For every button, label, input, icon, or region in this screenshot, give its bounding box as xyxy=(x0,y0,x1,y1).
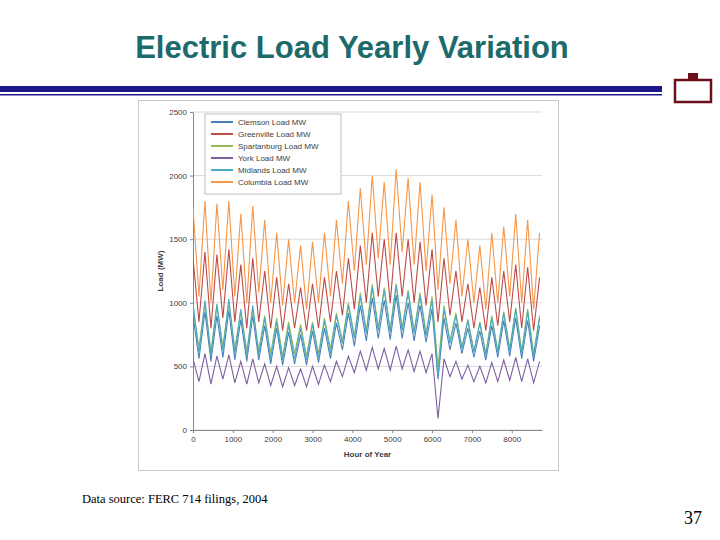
y-tick: 1000 xyxy=(169,299,193,308)
legend-swatch xyxy=(211,181,233,183)
x-tick: 1000 xyxy=(224,430,242,444)
y-tick-mark xyxy=(190,112,193,113)
logo xyxy=(675,73,711,102)
x-tick: 4000 xyxy=(344,430,362,444)
grid-line xyxy=(193,112,542,113)
x-tick: 5000 xyxy=(384,430,402,444)
legend-label: Midlands Load MW xyxy=(238,166,307,175)
logo-top xyxy=(688,73,698,80)
series-line xyxy=(193,285,540,377)
grid xyxy=(193,112,542,430)
x-tick-mark xyxy=(512,430,513,433)
x-tick: 3000 xyxy=(304,430,322,444)
legend-label: Spartanburg Load MW xyxy=(238,142,319,151)
y-tick-label: 1000 xyxy=(169,299,187,308)
x-axis: 0 1000 2000 3000 4000 5000 6000 7000 8000 xyxy=(191,430,542,444)
x-tick-label: 8000 xyxy=(503,435,521,444)
series-line xyxy=(193,284,540,367)
x-axis-line xyxy=(194,430,543,431)
legend-swatch xyxy=(211,169,233,171)
title: Electric Load Yearly Variation xyxy=(135,30,569,65)
legend-box xyxy=(205,114,341,194)
x-tick-mark xyxy=(472,430,473,433)
y-tick-mark xyxy=(190,176,193,177)
legend-label: Columbia Load MW xyxy=(238,178,309,187)
x-tick-mark xyxy=(392,430,393,433)
y-tick-label: 500 xyxy=(174,362,188,371)
y-tick: 500 xyxy=(174,362,193,371)
x-tick-label: 5000 xyxy=(384,435,402,444)
x-tick-label: 3000 xyxy=(304,435,322,444)
y-tick-label: 1500 xyxy=(169,235,187,244)
x-axis-title: Hour of Year xyxy=(344,450,391,459)
legend-swatch xyxy=(211,145,233,147)
x-tick: 6000 xyxy=(424,430,442,444)
y-tick-mark xyxy=(190,366,193,367)
header-rule-thin xyxy=(0,94,662,96)
x-tick: 2000 xyxy=(264,430,282,444)
page-number: 37 xyxy=(684,508,702,528)
x-tick-mark xyxy=(233,430,234,433)
plot-area xyxy=(193,169,540,418)
y-tick-label: 2000 xyxy=(169,172,187,181)
x-tick-mark xyxy=(273,430,274,433)
x-tick-label: 4000 xyxy=(344,435,362,444)
x-tick: 0 xyxy=(191,430,196,444)
x-tick-label: 2000 xyxy=(264,435,282,444)
y-tick: 2500 xyxy=(169,108,193,117)
x-tick-label: 6000 xyxy=(424,435,442,444)
legend-swatch xyxy=(211,121,233,123)
y-tick-label: 2500 xyxy=(169,108,187,117)
y-tick: 0 xyxy=(183,426,193,435)
legend-label: Greenville Load MW xyxy=(238,130,311,139)
source-note: Data source: FERC 714 filings, 2004 xyxy=(82,492,268,506)
legend-label: York Load MW xyxy=(238,154,291,163)
x-tick-label: 0 xyxy=(191,435,196,444)
grid-line xyxy=(193,302,542,303)
chart-frame xyxy=(139,101,559,471)
header-rule xyxy=(0,86,662,92)
x-tick-label: 7000 xyxy=(463,435,481,444)
y-tick-mark xyxy=(190,303,193,304)
y-axis-title: Load (MW) xyxy=(156,250,165,291)
x-tick-mark xyxy=(352,430,353,433)
y-tick-label: 0 xyxy=(183,426,188,435)
y-tick-mark xyxy=(190,239,193,240)
legend-swatch xyxy=(211,133,233,135)
y-tick: 1500 xyxy=(169,235,193,244)
x-tick-mark xyxy=(313,430,314,433)
y-axis: 0 500 1000 1500 2000 2500 xyxy=(169,108,193,435)
x-tick: 8000 xyxy=(503,430,521,444)
y-tick-mark xyxy=(190,430,193,431)
grid-line xyxy=(193,430,542,431)
y-tick: 2000 xyxy=(169,172,193,181)
legend-label: Clemson Load MW xyxy=(238,118,306,127)
logo-frame xyxy=(675,80,711,102)
x-tick: 7000 xyxy=(463,430,481,444)
slide: Electric Load Yearly Variation 0 1000 2000 3… xyxy=(0,0,720,540)
legend-swatch xyxy=(211,157,233,159)
legend: Clemson Load MW Greenville Load MW Spartan… xyxy=(205,114,341,194)
x-tick-mark xyxy=(432,430,433,433)
series-line xyxy=(193,346,540,419)
x-tick-label: 1000 xyxy=(224,435,242,444)
